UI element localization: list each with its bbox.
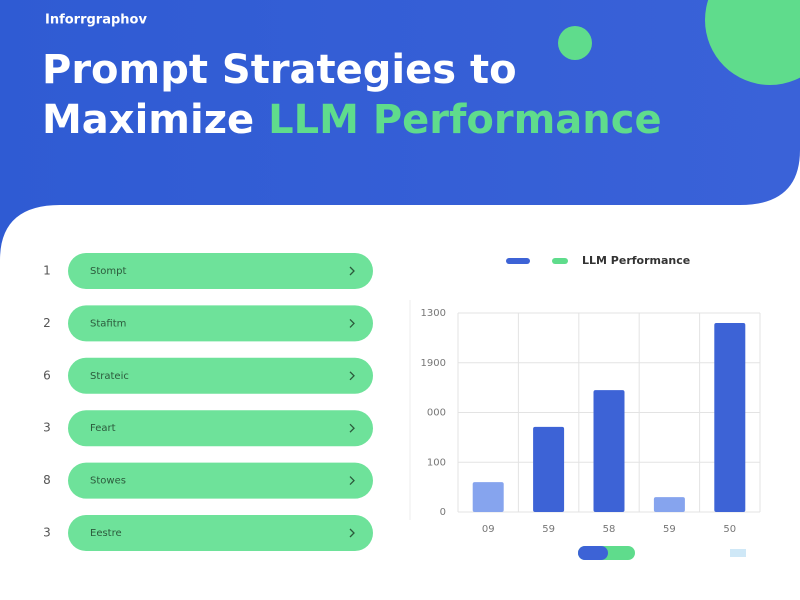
item-pill <box>68 357 373 394</box>
legend-swatch <box>552 258 568 264</box>
item-pill <box>68 410 373 447</box>
item-label: Feart <box>90 423 116 434</box>
chevron <box>349 266 355 276</box>
strategy-list: 1 Stompt 2 Stafitm 6 Strateic 3 Feart 8 Stowes 3 Ee… <box>43 253 373 551</box>
x-tick-label: 58 <box>603 524 616 535</box>
bar <box>714 322 746 512</box>
strategy-item[interactable]: Stafitm <box>68 305 373 342</box>
title: Maximize LLM Performance <box>42 97 662 143</box>
bar <box>653 497 685 512</box>
bar <box>593 390 625 512</box>
item-pill <box>68 515 373 551</box>
x-tick-label: 59 <box>542 524 555 535</box>
brand: Inforrgraphov <box>45 13 147 28</box>
item-label: Stompt <box>90 266 126 277</box>
item-pill <box>68 253 373 289</box>
strategy-item[interactable]: Stompt <box>68 253 373 289</box>
title-part: Maximize <box>42 97 254 143</box>
y-tick-label: 0 <box>440 507 446 518</box>
chevron <box>349 476 355 486</box>
item-label: Strateic <box>90 371 129 382</box>
chevron <box>349 423 355 433</box>
y-tick-label: 1300 <box>421 308 446 319</box>
decor <box>730 549 746 557</box>
item-label: Stowes <box>90 476 126 487</box>
y-tick-label: 100 <box>427 457 446 468</box>
item-label: Eestre <box>90 528 122 539</box>
strategy-item[interactable]: Stowes <box>68 462 373 499</box>
y-tick-label: 1900 <box>421 358 446 369</box>
item-label: Stafitm <box>90 318 126 329</box>
chevron <box>349 528 355 538</box>
legend-swatch <box>506 258 530 264</box>
legend-label: LLM Performance <box>582 254 690 267</box>
y-tick-label: 000 <box>427 408 446 419</box>
item-number: 6 <box>43 368 51 382</box>
item-number: 2 <box>43 316 51 330</box>
strategy-item[interactable]: Eestre <box>68 515 373 551</box>
header-background <box>0 0 800 260</box>
decor-circle <box>558 26 592 60</box>
x-tick-label: 09 <box>482 524 495 535</box>
title-highlight: LLM Performance <box>268 97 661 143</box>
title: Prompt Strategies to <box>42 47 517 93</box>
item-number: 3 <box>43 421 51 435</box>
x-tick-label: 50 <box>723 524 736 535</box>
chevron <box>349 371 355 381</box>
chevron <box>349 318 355 328</box>
chart: 0 100 000 1900 1300 LLM Performance 09 59 58 59 50 <box>421 254 761 535</box>
item-number: 1 <box>43 264 51 278</box>
decor-pill <box>578 546 608 560</box>
item-number: 3 <box>43 526 51 540</box>
decor-circle <box>705 0 800 85</box>
item-pill <box>68 305 373 342</box>
x-tick-label: 59 <box>663 524 676 535</box>
item-pill <box>68 462 373 499</box>
strategy-item[interactable]: Strateic <box>68 357 373 394</box>
bar <box>533 426 565 512</box>
item-number: 8 <box>43 473 51 487</box>
strategy-item[interactable]: Feart <box>68 410 373 447</box>
bar <box>472 482 504 512</box>
